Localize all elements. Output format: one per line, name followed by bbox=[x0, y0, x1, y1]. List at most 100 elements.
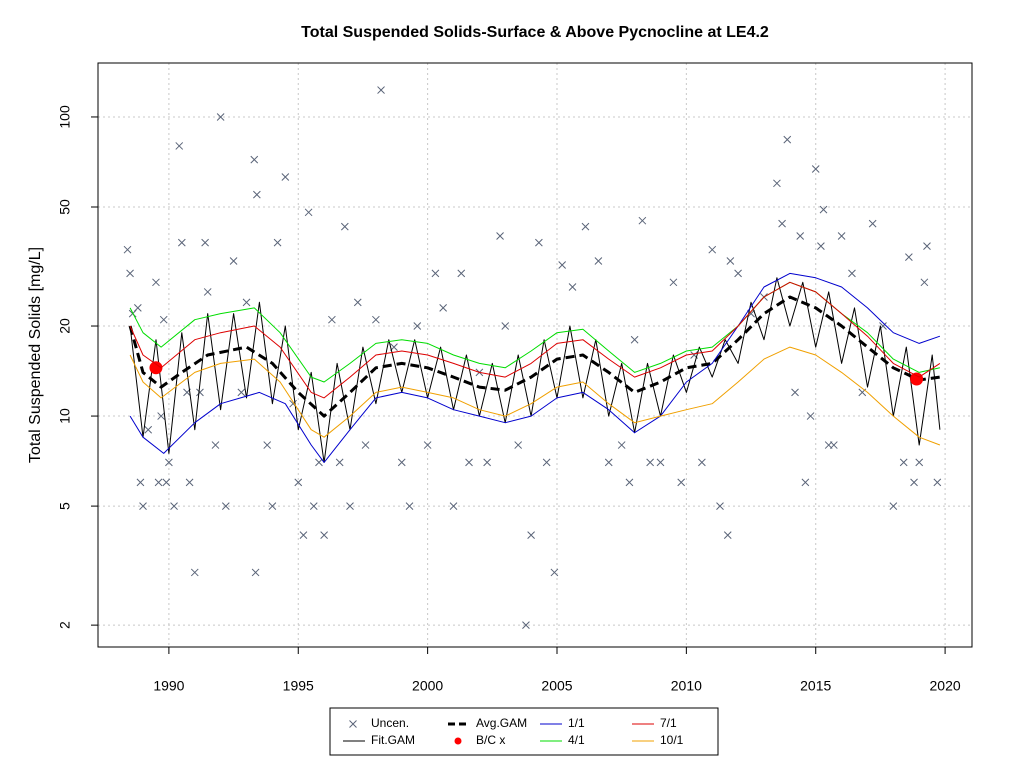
series-line bbox=[129, 272, 941, 463]
series-line bbox=[129, 346, 941, 446]
bc-point bbox=[910, 372, 924, 386]
x-tick-label: 2005 bbox=[541, 678, 572, 694]
series-line bbox=[129, 277, 941, 463]
data-point bbox=[423, 441, 432, 449]
data-point bbox=[328, 315, 336, 324]
data-point bbox=[251, 568, 260, 577]
legend-label: 4/1 bbox=[568, 733, 585, 747]
data-point bbox=[923, 242, 931, 250]
data-point bbox=[868, 219, 877, 228]
data-point bbox=[465, 458, 473, 467]
legend-label: 7/1 bbox=[660, 716, 677, 730]
data-point bbox=[397, 458, 406, 467]
data-point bbox=[250, 155, 259, 164]
data-point bbox=[253, 190, 261, 199]
data-point bbox=[304, 208, 313, 217]
data-point bbox=[152, 278, 160, 287]
legend-label: B/C x bbox=[476, 733, 505, 747]
y-tick-label: 2 bbox=[57, 621, 73, 629]
data-point bbox=[630, 335, 639, 344]
data-point bbox=[669, 278, 678, 287]
data-point bbox=[185, 478, 194, 487]
data-point bbox=[625, 478, 634, 487]
y-tick-label: 20 bbox=[57, 318, 73, 334]
data-point bbox=[726, 257, 735, 265]
data-point bbox=[294, 478, 303, 487]
data-point bbox=[817, 242, 825, 250]
data-point bbox=[144, 425, 153, 434]
data-point bbox=[281, 173, 290, 181]
data-point bbox=[377, 86, 385, 94]
data-point bbox=[796, 232, 805, 240]
data-point bbox=[216, 113, 225, 121]
y-tick-label: 5 bbox=[57, 502, 73, 510]
data-point bbox=[542, 458, 551, 467]
data-point bbox=[372, 315, 380, 324]
data-point bbox=[457, 269, 466, 278]
plot-area bbox=[123, 86, 942, 629]
y-axis-label: Total Suspended Solids [mg/L] bbox=[27, 247, 44, 463]
data-point bbox=[154, 478, 163, 487]
y-tick-label: 10 bbox=[57, 408, 73, 424]
data-point bbox=[791, 388, 799, 397]
data-point bbox=[133, 304, 142, 312]
data-point bbox=[335, 458, 344, 467]
data-point bbox=[806, 412, 815, 420]
data-point bbox=[527, 531, 535, 539]
legend-label: Avg.GAM bbox=[476, 716, 527, 730]
data-point bbox=[915, 458, 924, 467]
data-point bbox=[361, 441, 370, 449]
data-point bbox=[346, 502, 354, 510]
data-point bbox=[716, 502, 724, 510]
data-point bbox=[126, 269, 134, 278]
data-point bbox=[910, 478, 918, 487]
data-point bbox=[139, 502, 147, 510]
series-line bbox=[129, 281, 941, 383]
data-point bbox=[778, 219, 786, 228]
data-point bbox=[353, 298, 362, 307]
data-point bbox=[522, 621, 530, 629]
data-point bbox=[535, 238, 543, 247]
data-point bbox=[734, 269, 742, 278]
chart-title: Total Suspended Solids-Surface & Above P… bbox=[301, 24, 769, 41]
data-point bbox=[196, 388, 204, 397]
data-point bbox=[604, 458, 613, 467]
legend-label: 10/1 bbox=[660, 733, 684, 747]
series-line bbox=[128, 295, 941, 418]
data-point bbox=[905, 253, 913, 261]
legend-label: 1/1 bbox=[568, 716, 585, 730]
y-tick-label: 100 bbox=[57, 105, 73, 129]
data-point bbox=[221, 502, 230, 510]
axes: 1990 1995 2000 2005 2010 2015 2020 2 5 10 20 50 100 bbox=[57, 105, 961, 694]
data-point bbox=[594, 257, 603, 265]
data-point bbox=[581, 222, 590, 231]
data-point bbox=[315, 458, 323, 467]
data-point bbox=[568, 283, 577, 291]
data-point bbox=[299, 531, 308, 539]
series-line bbox=[129, 281, 941, 399]
legend-symbol bbox=[349, 720, 357, 728]
data-point bbox=[175, 142, 184, 150]
data-point bbox=[159, 315, 168, 324]
x-tick-label: 2000 bbox=[412, 678, 443, 694]
legend-label: Uncen. bbox=[371, 716, 409, 730]
data-point bbox=[801, 478, 810, 487]
data-point bbox=[558, 261, 567, 269]
data-point bbox=[309, 502, 318, 510]
data-point bbox=[190, 568, 199, 577]
data-point bbox=[848, 269, 856, 278]
data-point bbox=[203, 288, 212, 296]
legend-label: Fit.GAM bbox=[371, 733, 415, 747]
data-point bbox=[157, 412, 165, 420]
data-point bbox=[920, 278, 929, 287]
data-point bbox=[237, 388, 246, 397]
data-point bbox=[837, 232, 846, 240]
data-point bbox=[340, 222, 349, 231]
data-point bbox=[656, 458, 665, 467]
data-point bbox=[273, 238, 282, 247]
data-point bbox=[501, 322, 510, 330]
data-point bbox=[829, 441, 838, 449]
data-point bbox=[268, 502, 277, 510]
data-point bbox=[405, 502, 414, 510]
